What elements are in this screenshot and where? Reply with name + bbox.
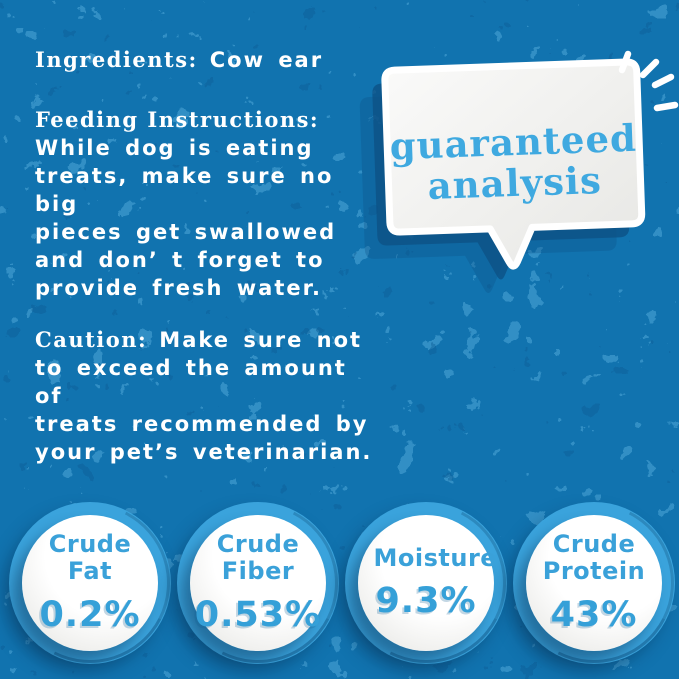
caution-line: Caution: Make sure not to exceed the amou… <box>35 326 387 466</box>
stat-circle-inner: Crude Protein 43% <box>526 515 662 651</box>
caution-text: Make sure not to exceed the amount of tr… <box>35 328 373 464</box>
ingredients-label: Ingredients: <box>35 47 198 72</box>
speech-bubble <box>359 50 679 298</box>
stat-value: 43% <box>550 594 638 635</box>
feeding-instructions-text: While dog is eating treats, make sure no… <box>35 136 337 300</box>
bubble-title-line1: guaranteed <box>388 115 638 169</box>
stat-label: Moisture <box>373 543 498 572</box>
stat-value: 0.2% <box>39 594 141 635</box>
stat-circle-inner: Crude Fiber 0.53% <box>190 515 326 651</box>
stat-circle-moisture: Moisture 9.3% <box>345 502 507 664</box>
stat-circle-crude-fiber: Crude Fiber 0.53% <box>177 502 339 664</box>
info-text-block: Ingredients: Cow ear Feeding Instructions… <box>35 46 387 466</box>
bubble-title: guaranteed analysis <box>387 115 642 209</box>
ingredients-line: Ingredients: Cow ear <box>35 46 387 74</box>
stat-label: Crude Protein <box>542 530 646 585</box>
stat-label: Crude Fiber <box>216 530 300 585</box>
stat-circle-crude-protein: Crude Protein 43% <box>513 502 675 664</box>
stat-value: 0.53% <box>194 594 322 635</box>
stat-circle-inner: Crude Fat 0.2% <box>22 515 158 651</box>
caution-label: Caution: <box>35 327 148 352</box>
stat-label: Crude Fat <box>48 530 132 585</box>
stat-circle-crude-fat: Crude Fat 0.2% <box>9 502 171 664</box>
emphasis-rays-icon <box>618 50 679 112</box>
stat-circle-inner: Moisture 9.3% <box>358 515 498 651</box>
feeding-instructions-label: Feeding Instructions: <box>35 107 320 132</box>
ingredients-value: Cow ear <box>209 48 324 72</box>
stat-value: 9.3% <box>375 581 477 622</box>
